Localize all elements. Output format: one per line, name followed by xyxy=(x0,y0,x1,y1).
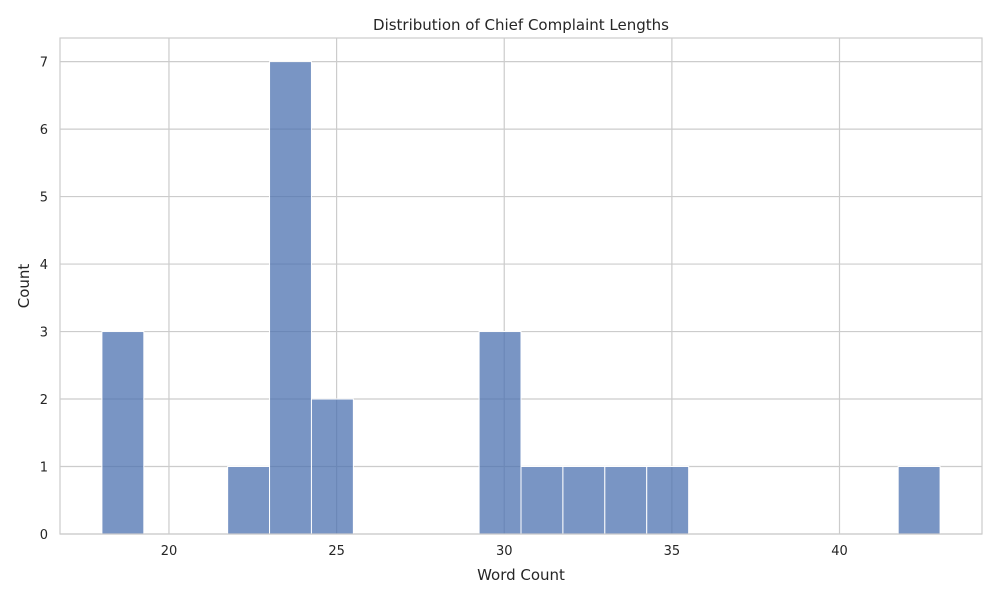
histogram-bar xyxy=(310,398,354,535)
histogram-bar xyxy=(897,466,941,535)
y-tick-label: 5 xyxy=(40,191,48,206)
histogram-bars xyxy=(101,61,941,535)
histogram-bar xyxy=(478,331,522,535)
histogram-bar xyxy=(101,331,145,535)
histogram-bar xyxy=(646,466,690,535)
plot-area-frame xyxy=(59,37,983,535)
x-tick-label: 20 xyxy=(161,544,178,559)
y-tick-label: 1 xyxy=(40,461,48,476)
y-tick-label: 0 xyxy=(40,528,48,543)
y-axis-label: Count xyxy=(15,264,33,309)
chart-title: Distribution of Chief Complaint Lengths xyxy=(373,16,669,34)
x-tick-label: 30 xyxy=(496,544,513,559)
x-tick-label: 40 xyxy=(831,544,848,559)
histogram-bar xyxy=(269,61,312,535)
y-tick-label: 3 xyxy=(40,326,48,341)
y-tick-label: 2 xyxy=(40,393,48,408)
x-axis-label: Word Count xyxy=(477,566,565,584)
y-tick-label: 7 xyxy=(40,56,48,71)
x-tick-label: 25 xyxy=(328,544,345,559)
histogram-bar xyxy=(562,466,606,535)
x-tick-label: 35 xyxy=(664,544,681,559)
histogram-bar xyxy=(520,466,564,535)
histogram-bar xyxy=(604,466,648,535)
histogram-bar xyxy=(227,466,271,535)
y-tick-label: 4 xyxy=(40,258,48,273)
y-tick-label: 6 xyxy=(40,123,48,138)
x-axis-ticks: 20 25 30 35 40 xyxy=(161,544,848,559)
y-axis-ticks: 0 1 2 3 4 5 6 7 xyxy=(40,56,48,543)
